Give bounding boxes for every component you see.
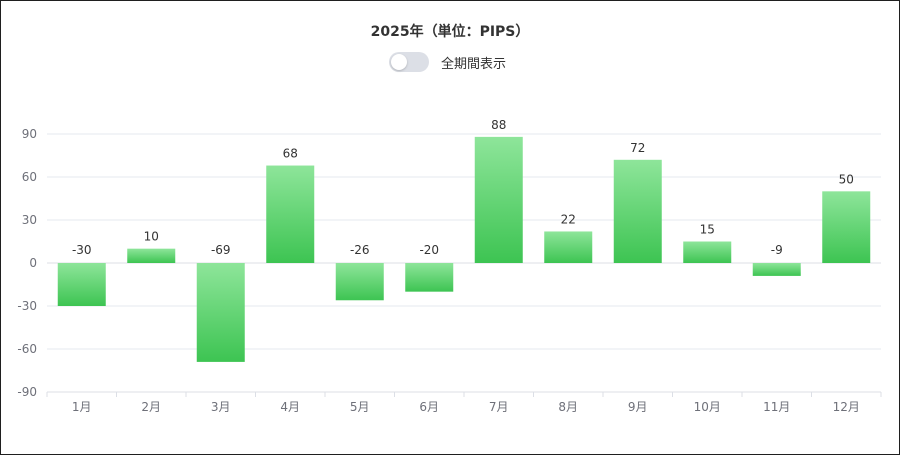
x-tick-label: 9月 — [628, 400, 648, 414]
y-tick-label: 0 — [29, 256, 37, 270]
data-label: 50 — [839, 172, 854, 186]
bar — [613, 159, 662, 263]
data-label: 10 — [144, 230, 159, 244]
bar — [544, 231, 593, 263]
data-label: 72 — [630, 141, 645, 155]
all-period-toggle[interactable] — [389, 52, 429, 72]
labels: -30 10 -69 68 -26 -20 88 22 72 15 -9 50 — [72, 118, 854, 257]
x-tick-label: 6月 — [419, 400, 439, 414]
data-label: 22 — [561, 212, 576, 226]
bar — [405, 263, 454, 292]
toggle-knob — [391, 54, 407, 70]
bar — [127, 248, 176, 263]
x-tick-label: 5月 — [350, 400, 370, 414]
y-tick-label: 90 — [22, 127, 37, 141]
data-label: 68 — [283, 147, 298, 161]
bar — [752, 263, 801, 276]
y-tick-label: -30 — [17, 299, 37, 313]
x-tick-label: 4月 — [280, 400, 300, 414]
axis: 90 60 30 0 -30 -60 -90 1月 2月 3月 4月 5月 6月 7月 8月 9月 10月 11月… — [17, 127, 882, 414]
y-tick-label: -90 — [17, 385, 37, 399]
bar — [822, 191, 871, 263]
bar — [196, 263, 245, 362]
bars — [57, 136, 871, 362]
x-tick-label: 10月 — [694, 400, 721, 414]
bar — [266, 165, 315, 263]
y-tick-label: -60 — [17, 342, 37, 356]
bar — [683, 241, 732, 263]
x-tick-label: 11月 — [763, 400, 790, 414]
x-tick-label: 8月 — [558, 400, 578, 414]
period-toggle-row: 全期間表示 — [389, 51, 506, 73]
data-label: -26 — [350, 243, 370, 257]
bar — [335, 263, 384, 301]
data-label: -9 — [771, 243, 783, 257]
x-tick-label: 2月 — [141, 400, 161, 414]
bar — [474, 136, 523, 263]
data-label: -69 — [211, 243, 231, 257]
all-period-toggle-label[interactable]: 全期間表示 — [441, 56, 507, 72]
y-tick-label: 30 — [22, 213, 37, 227]
x-tick-label: 3月 — [211, 400, 231, 414]
data-label: -30 — [72, 243, 92, 257]
bar — [57, 263, 106, 306]
x-tick-label: 12月 — [833, 400, 860, 414]
data-label: 88 — [491, 118, 506, 132]
y-tick-label: 60 — [22, 170, 37, 184]
data-label: 15 — [700, 223, 715, 237]
x-tick-label: 1月 — [72, 400, 92, 414]
data-label: -20 — [419, 243, 439, 257]
x-tick-label: 7月 — [489, 400, 509, 414]
chart-title: 2025年（単位：PIPS） — [370, 24, 530, 40]
